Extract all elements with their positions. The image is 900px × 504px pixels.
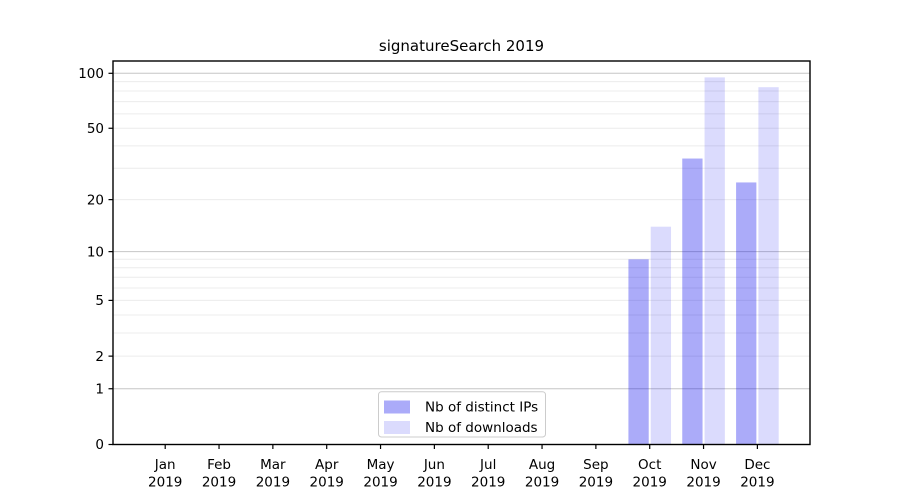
x-tick-label-month: May (367, 457, 395, 473)
y-tick-label: 10 (87, 244, 104, 260)
x-tick-label-month: Oct (638, 457, 661, 473)
x-axis: Jan 2019 Feb 2019 Mar 2019 Apr 2019 May 2019 Jun 20… (148, 444, 775, 491)
x-tick-label-year: 2019 (633, 475, 667, 491)
plot-border (112, 60, 811, 446)
legend-label-distinct-ips: Nb of distinct IPs (425, 400, 538, 416)
gridlines-major (113, 72, 810, 390)
x-tick-label-year: 2019 (417, 475, 451, 491)
x-tick-label-month: Dec (744, 457, 770, 473)
x-tick-label-month: Mar (260, 457, 286, 473)
x-tick-label-year: 2019 (310, 475, 344, 491)
x-tick-label-year: 2019 (525, 475, 559, 491)
y-tick-label: 0 (95, 437, 104, 453)
bar-oct-downloads (650, 226, 672, 445)
bar-nov-distinct-ips (682, 158, 703, 445)
x-tick-label-year: 2019 (686, 475, 720, 491)
x-tick-label-month: Nov (690, 457, 716, 473)
y-tick-label: 100 (78, 66, 104, 82)
bar-dec-distinct-ips (736, 182, 757, 445)
x-tick-label-year: 2019 (579, 475, 613, 491)
x-tick-label-year: 2019 (471, 475, 505, 491)
chart-title: signatureSearch 2019 (379, 37, 544, 55)
gridlines-minor (113, 81, 810, 357)
x-tick-label-year: 2019 (256, 475, 290, 491)
bar-dec-downloads (758, 87, 779, 445)
x-tick-label-year: 2019 (363, 475, 397, 491)
x-tick-label-month: Aug (529, 457, 555, 473)
x-tick-label-month: Apr (315, 457, 339, 473)
bars (628, 77, 779, 445)
x-tick-label-year: 2019 (740, 475, 774, 491)
x-tick-label-year: 2019 (202, 475, 236, 491)
legend-box (378, 391, 546, 438)
x-tick-label-month: Jan (154, 457, 176, 473)
legend: Nb of distinct IPs Nb of downloads (378, 391, 546, 438)
x-tick-label-month: Sep (583, 457, 608, 473)
y-tick-label: 50 (87, 121, 104, 137)
y-tick-label: 1 (95, 381, 104, 397)
legend-swatch-downloads (384, 421, 410, 434)
legend-swatch-distinct-ips (384, 400, 410, 414)
x-tick-label-year: 2019 (148, 475, 182, 491)
bar-oct-distinct-ips (628, 259, 649, 445)
legend-label-downloads: Nb of downloads (425, 420, 538, 436)
y-tick-label: 5 (95, 293, 104, 309)
x-tick-label-month: Jul (479, 457, 496, 473)
bar-nov-downloads (704, 77, 725, 445)
y-tick-label: 20 (87, 192, 104, 208)
x-tick-label-month: Feb (207, 457, 231, 473)
x-tick-label-month: Jun (423, 457, 445, 473)
y-tick-label: 2 (95, 349, 104, 365)
